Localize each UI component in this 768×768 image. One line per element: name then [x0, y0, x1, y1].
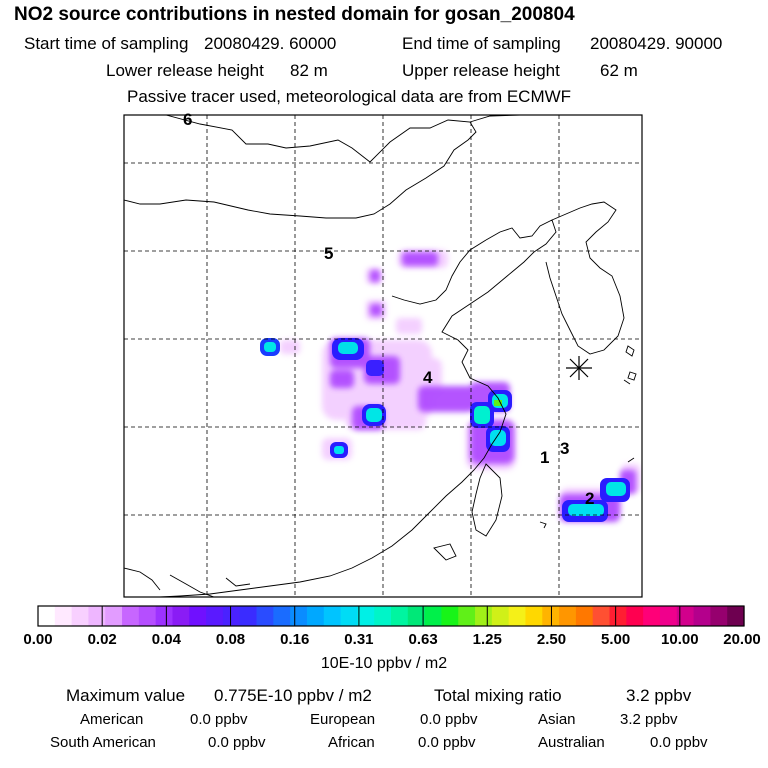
colorbar-swatch [122, 606, 140, 626]
colorbar-swatch [256, 606, 274, 626]
region-value-african: 0.0 ppbv [418, 734, 476, 751]
colorbar-swatch [559, 606, 577, 626]
colorbar-swatch [441, 606, 459, 626]
colorbar-tick-label: 0.08 [215, 631, 246, 648]
colorbar-swatch [391, 606, 409, 626]
marker-1: 1 [540, 448, 549, 467]
region-value-australian: 0.0 ppbv [650, 734, 708, 751]
chart-title: NO2 source contributions in nested domai… [14, 4, 575, 25]
total-mixing-value: 3.2 ppbv [626, 686, 692, 705]
colorbar-swatch [206, 606, 224, 626]
lower-height-value: 82 m [290, 61, 328, 80]
colorbar-swatch [105, 606, 123, 626]
colorbar-swatch [609, 606, 627, 626]
marker-5: 5 [324, 244, 333, 263]
colorbar-swatch [458, 606, 476, 626]
colorbar-swatch [475, 606, 493, 626]
colorbar-swatch [727, 606, 745, 626]
colorbar-swatch [88, 606, 106, 626]
colorbar-tick-label: 5.00 [601, 631, 631, 648]
marker-6: 6 [183, 110, 192, 129]
colorbar-swatch [508, 606, 527, 626]
colorbar-swatch [306, 606, 325, 626]
colorbar-swatch [71, 606, 90, 626]
marker-3: 3 [560, 439, 569, 458]
colorbar-tick-label: 0.04 [151, 631, 181, 648]
marker-2: 2 [585, 489, 594, 508]
colorbar-swatch [676, 606, 695, 626]
region-name-asian: Asian [538, 711, 576, 728]
colorbar-tick-label: 0.63 [408, 631, 438, 648]
colorbar-frame [37, 605, 745, 627]
region-value-south-american: 0.0 ppbv [208, 734, 266, 751]
region-name-american: American [80, 711, 144, 728]
colorbar-swatch [592, 606, 611, 626]
colorbar-tick-label: 0.02 [87, 631, 117, 648]
colorbar-tick-label: 10.00 [661, 631, 699, 648]
colorbar-swatch [138, 606, 157, 626]
upper-height-label: Upper release height [402, 61, 560, 80]
total-mixing-label: Total mixing ratio [434, 686, 562, 705]
region-value-european: 0.0 ppbv [420, 711, 478, 728]
colorbar-swatch [710, 606, 728, 626]
colorbar-swatch [155, 606, 174, 626]
region-value-asian: 3.2 ppbv [620, 711, 678, 728]
marker-4: 4 [423, 368, 433, 387]
colorbar-tick-label: 2.50 [536, 631, 567, 648]
colorbar-swatch [407, 606, 426, 626]
tracer-note: Passive tracer used, meteorological data… [127, 87, 572, 106]
gridlines [124, 115, 642, 597]
coastlines [124, 115, 637, 597]
end-time-value: 20080429. 90000 [590, 34, 723, 53]
colorbar-swatch [172, 606, 190, 626]
colorbar-swatch [424, 606, 443, 626]
colorbar-swatch [626, 606, 644, 626]
colorbar-tick-label: 20.00 [723, 631, 761, 648]
colorbar-swatch [374, 606, 392, 626]
colorbar-swatch [357, 606, 375, 626]
colorbar-swatch [643, 606, 661, 626]
end-time-label: End time of sampling [402, 34, 561, 53]
colorbar-tick-label: 0.16 [280, 631, 310, 648]
colorbar-swatch [54, 606, 73, 626]
map-frame [123, 114, 643, 598]
colorbar-swatch [525, 606, 543, 626]
colorbar-swatch [323, 606, 342, 626]
plume-layer [260, 250, 640, 522]
colorbar-swatch [290, 606, 308, 626]
colorbar-swatch [659, 606, 678, 626]
colorbar-swatch [491, 606, 510, 626]
region-value-american: 0.0 ppbv [190, 711, 248, 728]
start-time-value: 20080429. 60000 [204, 34, 337, 53]
region-name-australian: Australian [538, 734, 605, 751]
colorbar-tick-label: 0.00 [23, 631, 53, 648]
max-value-label: Maximum value [66, 686, 186, 705]
colorbar-swatch [273, 606, 291, 626]
region-name-south-american: South American [50, 734, 156, 751]
region-name-african: African [328, 734, 375, 751]
colorbar-swatch [340, 606, 358, 626]
colorbar-swatch [693, 606, 711, 626]
colorbar-swatch [239, 606, 258, 626]
start-time-label: Start time of sampling [24, 34, 189, 53]
receptor-marker [566, 356, 592, 380]
colorbar-swatch [189, 606, 207, 626]
upper-height-value: 62 m [600, 61, 638, 80]
max-value: 0.775E-10 ppbv / m2 [214, 686, 372, 705]
colorbar-swatch [222, 606, 241, 626]
lower-height-label: Lower release height [106, 61, 264, 80]
colorbar-swatch [38, 606, 56, 626]
region-name-european: European [310, 711, 376, 728]
colorbar-tick-label: 1.25 [472, 631, 502, 648]
colorbar-tick-label: 0.31 [344, 631, 374, 648]
colorbar-swatch [575, 606, 594, 626]
colorbar-unit: 10E-10 ppbv / m2 [320, 655, 448, 672]
